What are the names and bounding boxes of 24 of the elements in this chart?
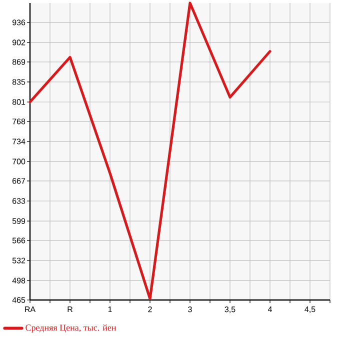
x-tick-label: RA <box>25 306 36 312</box>
y-tick-label: 801 <box>12 99 26 105</box>
x-tick-label: R <box>68 306 73 312</box>
y-tick-label: 465 <box>12 297 26 303</box>
x-tick-label: 4 <box>268 306 272 312</box>
y-tick-label: 498 <box>12 278 26 284</box>
x-tick-label: 3,5 <box>224 306 236 314</box>
y-tick-label: 633 <box>12 198 26 204</box>
y-tick-label: 566 <box>12 238 26 244</box>
y-tick-label: 599 <box>12 218 26 224</box>
y-tick-label: 734 <box>12 138 26 144</box>
y-tick-label: 835 <box>12 79 26 85</box>
y-tick-label: 869 <box>12 59 26 65</box>
x-tick-label: 1 <box>108 306 112 312</box>
x-tick-label: 3 <box>188 306 192 312</box>
y-tick-label: 532 <box>12 258 26 264</box>
y-tick-label: 700 <box>12 158 26 164</box>
y-tick-label: 667 <box>12 178 26 184</box>
y-tick-label: 936 <box>12 20 26 26</box>
legend-label: Средняя Цена, тыс. йен <box>26 324 116 333</box>
y-tick-label: 768 <box>12 118 26 124</box>
x-tick-label: 4,5 <box>304 306 316 314</box>
x-tick-label: 2 <box>148 306 152 312</box>
y-tick-label: 902 <box>12 40 26 46</box>
